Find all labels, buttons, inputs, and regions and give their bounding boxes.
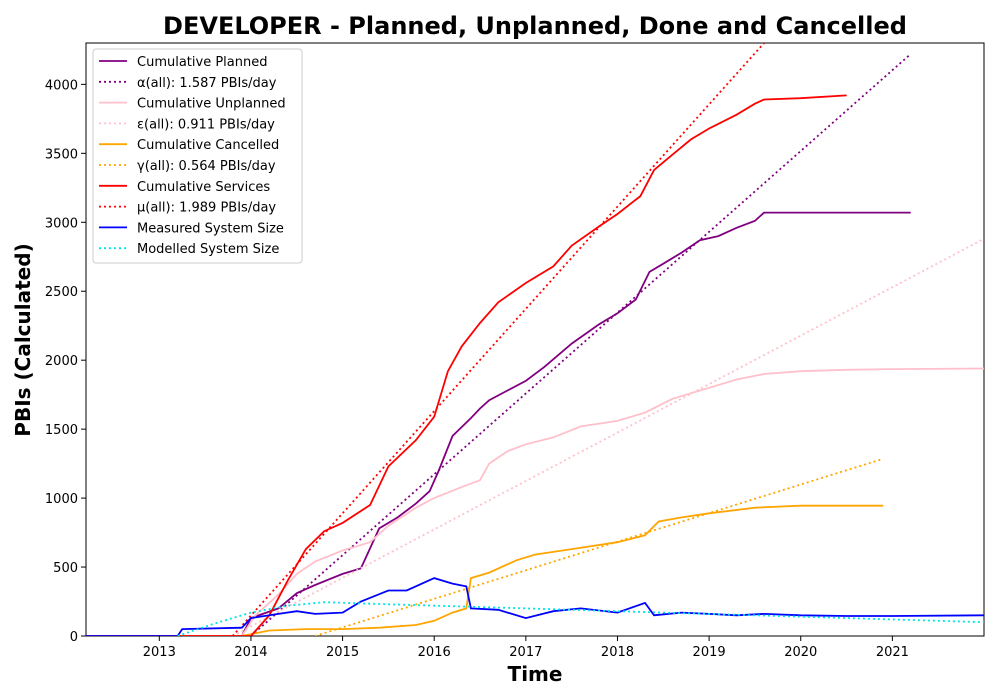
legend-entry-all-1-989-pbis-day: μ(all): 1.989 PBIs/day	[137, 201, 276, 216]
x-tick-label: 2021	[876, 645, 909, 660]
y-tick-label: 2500	[45, 285, 78, 300]
plot-area	[85, 42, 985, 637]
y-tick-label: 4000	[45, 78, 78, 93]
legend-entry-cumulative-planned: Cumulative Planned	[137, 55, 267, 70]
y-tick-label: 1000	[45, 492, 78, 507]
chart-title: DEVELOPER - Planned, Unplanned, Done and…	[163, 12, 907, 40]
x-tick-label: 2017	[509, 645, 542, 660]
y-tick-label: 0	[70, 630, 78, 645]
y-tick-label: 3500	[45, 147, 78, 162]
y-axis-title: PBIs (Calculated)	[11, 243, 35, 436]
legend-box	[92, 48, 303, 264]
legend-entry-cumulative-unplanned: Cumulative Unplanned	[137, 97, 286, 112]
y-tick-label: 500	[53, 561, 78, 576]
series-line-measured-system-size	[86, 577, 984, 636]
series-line-all-1-587-pbis-day	[250, 53, 912, 636]
x-tick-label: 2019	[693, 645, 726, 660]
plot-frame	[85, 42, 985, 637]
series-line-cumulative-unplanned	[86, 367, 984, 636]
series-line-cumulative-services	[86, 94, 847, 636]
x-tick-label: 2013	[143, 645, 176, 660]
y-tick-label: 2000	[45, 354, 78, 369]
legend: Cumulative Planned α(all): 1.587 PBIs/day…	[92, 48, 303, 264]
x-tick-label: 2018	[601, 645, 634, 660]
legend-entry-measured-system-size: Measured System Size	[137, 221, 284, 236]
y-tick-label: 3000	[45, 216, 78, 231]
x-tick-label: 2014	[234, 645, 267, 660]
series-line-all-0-911-pbis-day	[232, 238, 984, 636]
series-layer	[86, 43, 984, 636]
series-line-all-0-564-pbis-day	[314, 457, 884, 636]
legend-entry-all-1-587-pbis-day: α(all): 1.587 PBIs/day	[137, 76, 277, 91]
x-axis-title: Time	[508, 662, 563, 686]
x-tick-label: 2020	[784, 645, 817, 660]
legend-entry-modelled-system-size: Modelled System Size	[137, 242, 279, 257]
y-tick-label: 1500	[45, 423, 78, 438]
series-line-modelled-system-size	[177, 601, 984, 636]
y-axis: 0 500 1000 1500 2000 2500 3000 3500 4000	[45, 78, 86, 645]
legend-entry-all-0-911-pbis-day: ε(all): 0.911 PBIs/day	[137, 117, 275, 132]
x-tick-label: 2015	[326, 645, 359, 660]
legend-entry-cumulative-services: Cumulative Services	[137, 180, 270, 195]
x-axis: 2013 2014 2015 2016 2017 2018 2019 2020 2021	[143, 636, 909, 660]
series-line-all-1-989-pbis-day	[231, 43, 765, 636]
legend-entry-all-0-564-pbis-day: γ(all): 0.564 PBIs/day	[137, 159, 276, 174]
legend-entry-cumulative-cancelled: Cumulative Cancelled	[137, 138, 279, 153]
series-line-cumulative-cancelled	[86, 504, 884, 636]
x-tick-label: 2016	[418, 645, 451, 660]
series-line-cumulative-planned	[86, 211, 911, 636]
